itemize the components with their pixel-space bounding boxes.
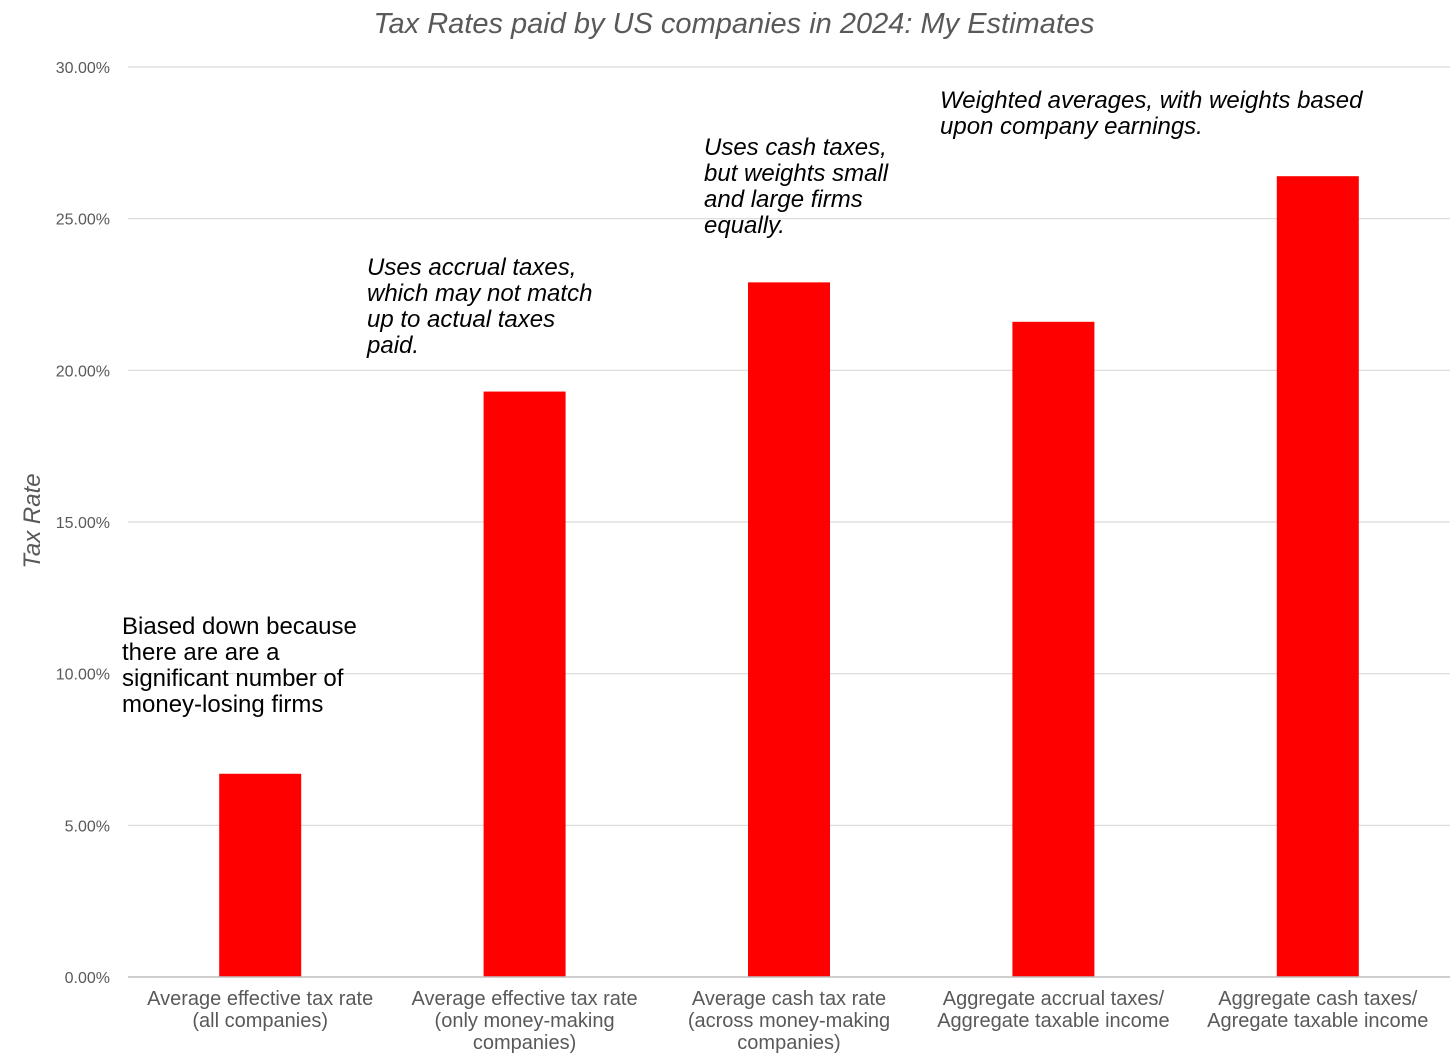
- y-tick-label: 5.00%: [65, 818, 110, 835]
- annotations: Biased down because there are are a signif…: [122, 87, 1363, 718]
- bar: [483, 391, 566, 978]
- y-tick-label: 0.00%: [65, 970, 110, 987]
- annotation: Uses accrual taxes, which may not match up…: [366, 254, 592, 359]
- bars: [219, 176, 1359, 978]
- annotation: Biased down because there are are a signif…: [122, 613, 357, 718]
- y-tick-label: 30.00%: [56, 60, 110, 77]
- y-axis-label: Tax Rate: [19, 473, 46, 568]
- category-label: Aggregate cash taxes/Agregate taxable in…: [1207, 988, 1428, 1032]
- bar: [1012, 321, 1095, 977]
- y-tick-label: 20.00%: [56, 363, 110, 380]
- chart-title: Tax Rates paid by US companies in 2024: …: [373, 8, 1094, 40]
- bar: [1276, 176, 1359, 977]
- y-tick-label: 15.00%: [56, 515, 110, 532]
- bar: [748, 282, 830, 977]
- category-label: Average cash tax rate (across money-makin…: [688, 988, 890, 1054]
- category-label: Aggregate accrual taxes/Aggregate taxabl…: [937, 988, 1169, 1032]
- bar: [219, 773, 302, 977]
- category-labels: Average effective tax rate (all companies…: [147, 988, 1428, 1054]
- annotation: Weighted averages, with weights based upo…: [940, 87, 1363, 140]
- y-tick-label: 10.00%: [56, 667, 110, 684]
- y-tick-label: 25.00%: [56, 212, 110, 229]
- annotation: Uses cash taxes, but weights small and lar…: [704, 134, 889, 239]
- category-label: Average effective tax rate (only money-ma…: [412, 988, 638, 1054]
- y-tick-labels: 0.00% 5.00% 10.00% 15.00% 20.00% 25.00% 30.00%: [56, 60, 110, 987]
- category-label: Average effective tax rate (all companies…: [147, 988, 373, 1032]
